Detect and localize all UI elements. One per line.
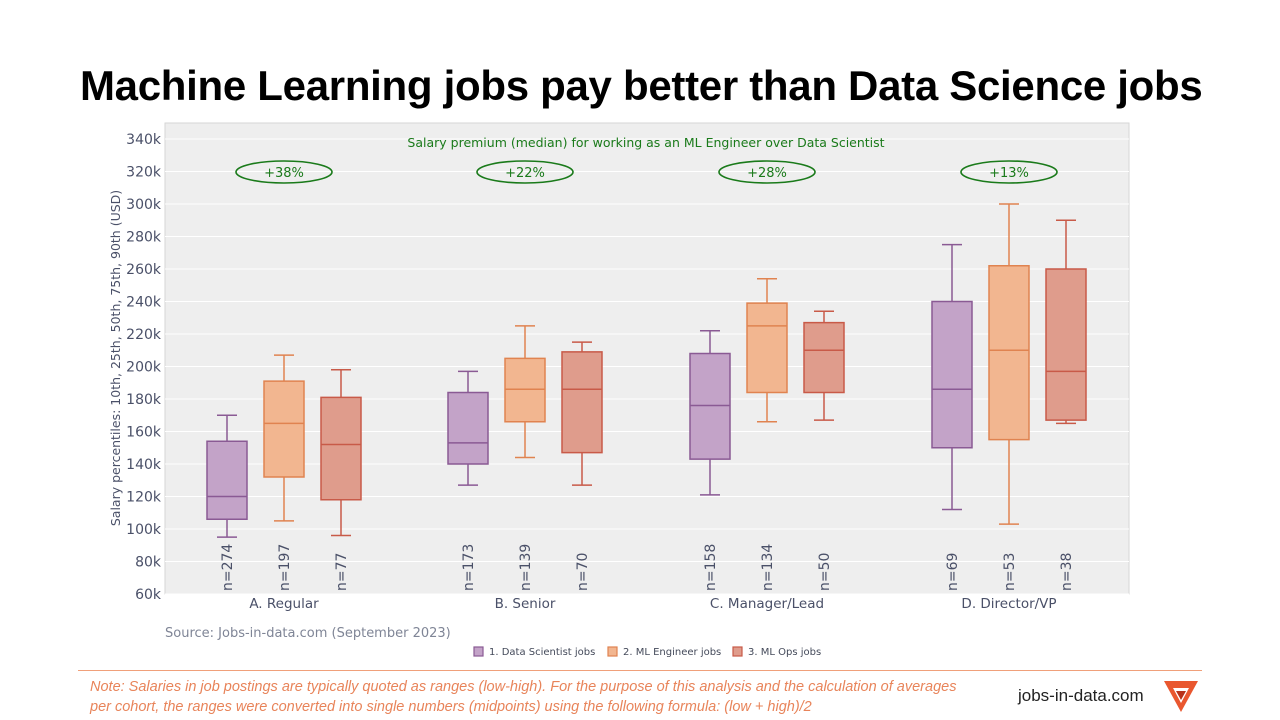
box-body <box>504 357 546 423</box>
y-tick-label: 280k <box>126 230 162 246</box>
y-tick-label: 180k <box>126 392 162 408</box>
box-2-4: n=53 <box>988 203 1030 591</box>
y-tick-label: 80k <box>135 555 162 571</box>
y-tick-label: 260k <box>126 262 162 278</box>
premium-badge: +38% <box>235 160 333 184</box>
box-1-2: n=173 <box>447 370 489 591</box>
x-tick-label: B. Senior <box>495 596 556 612</box>
box-body <box>320 396 362 501</box>
box-1-4: n=69 <box>931 243 973 591</box>
y-tick-label: 60k <box>135 587 162 603</box>
salary-box-chart: 60k 80k 100k 120k 140k 160k 180k 200k 220k 240k 26… <box>108 122 1130 658</box>
box-plots: n=274 n=173 n=158 n=69 n=197 n=139 n=134 n=53 n=… <box>206 203 1087 591</box>
premium-badge: +13% <box>960 160 1058 184</box>
y-tick-label: 200k <box>126 360 162 376</box>
box-body <box>1045 268 1087 421</box>
box-2-3: n=134 <box>746 278 788 591</box>
x-tick-label: D. Director/VP <box>961 596 1056 612</box>
legend-swatch <box>732 646 743 657</box>
n-count-label: n=53 <box>1002 553 1018 591</box>
premium-ellipse <box>718 160 816 184</box>
n-count-label: n=274 <box>220 544 236 591</box>
legend-label: 3. ML Ops jobs <box>748 647 821 658</box>
n-count-label: n=50 <box>817 553 833 591</box>
box-body <box>263 380 305 478</box>
x-tick-label: C. Manager/Lead <box>710 596 824 612</box>
box-2-2: n=139 <box>504 325 546 591</box>
y-tick-label: 140k <box>126 457 162 473</box>
premium-annotations: +38% +22% +28% +13% <box>235 160 1058 184</box>
box-body <box>447 391 489 465</box>
y-tick-label: 120k <box>126 490 162 506</box>
plot-area <box>164 122 1130 595</box>
x-tick-labels: A. Regular B. Senior C. Manager/Lead D. Dir… <box>249 596 1056 612</box>
box-body <box>803 321 845 394</box>
n-count-label: n=173 <box>461 544 477 591</box>
y-tick-labels: 60k 80k 100k 120k 140k 160k 180k 200k 220k 240k 26… <box>126 132 162 603</box>
legend-label: 2. ML Engineer jobs <box>623 647 721 658</box>
x-tick-label: A. Regular <box>249 596 319 612</box>
footer-divider <box>78 670 1202 671</box>
y-tick-label: 340k <box>126 132 162 148</box>
brand-logo-icon <box>1164 681 1198 712</box>
legend-label: 1. Data Scientist jobs <box>489 647 595 658</box>
legend-swatch <box>607 646 618 657</box>
legend-item-1[interactable]: 1. Data Scientist jobs <box>473 646 595 658</box>
premium-ellipse <box>235 160 333 184</box>
chart-annotation-title: Salary premium (median) for working as a… <box>407 135 884 150</box>
box-3-2: n=70 <box>561 341 603 591</box>
box-3-4: n=38 <box>1045 219 1087 591</box>
box-2-1: n=197 <box>263 354 305 591</box>
box-3-3: n=50 <box>803 310 845 591</box>
box-body <box>931 300 973 449</box>
n-count-label: n=139 <box>518 544 534 591</box>
box-body <box>746 302 788 394</box>
y-tick-label: 160k <box>126 425 162 441</box>
box-body <box>988 265 1030 441</box>
y-axis-label: Salary percentiles: 10th, 25th, 50th, 75… <box>108 190 123 526</box>
premium-label: +38% <box>264 166 304 181</box>
premium-badge: +28% <box>718 160 816 184</box>
legend-item-2[interactable]: 2. ML Engineer jobs <box>607 646 721 658</box>
y-tick-label: 100k <box>126 522 162 538</box>
n-count-label: n=134 <box>760 544 776 591</box>
n-count-label: n=158 <box>703 544 719 591</box>
n-count-label: n=70 <box>575 553 591 591</box>
n-count-label: n=38 <box>1059 553 1075 591</box>
n-count-label: n=69 <box>945 553 961 591</box>
y-tick-label: 220k <box>126 327 162 343</box>
n-count-label: n=77 <box>334 553 350 591</box>
box-1-3: n=158 <box>689 330 731 591</box>
box-3-1: n=77 <box>320 369 362 591</box>
premium-label: +13% <box>989 166 1029 181</box>
brand-link[interactable]: jobs-in-data.com <box>1018 686 1144 705</box>
box-body <box>689 352 731 460</box>
y-tick-label: 240k <box>126 295 162 311</box>
y-tick-label: 300k <box>126 197 162 213</box>
footer-note: Note: Salaries in job postings are typic… <box>90 679 957 715</box>
n-count-label: n=197 <box>277 544 293 591</box>
premium-badge: +22% <box>476 160 574 184</box>
legend[interactable]: 1. Data Scientist jobs 2. ML Engineer job… <box>473 646 821 658</box>
premium-label: +28% <box>747 166 787 181</box>
premium-label: +22% <box>505 166 545 181</box>
source-note: Source: Jobs-in-data.com (September 2023… <box>165 626 451 641</box>
legend-item-3[interactable]: 3. ML Ops jobs <box>732 646 821 658</box>
premium-ellipse <box>960 160 1058 184</box>
y-tick-label: 320k <box>126 165 162 181</box>
box-body <box>561 351 603 454</box>
box-1-1: n=274 <box>206 414 248 591</box>
premium-ellipse <box>476 160 574 184</box>
page-title: Machine Learning jobs pay better than Da… <box>80 62 1203 109</box>
legend-swatch <box>473 646 484 657</box>
box-body <box>206 440 248 520</box>
